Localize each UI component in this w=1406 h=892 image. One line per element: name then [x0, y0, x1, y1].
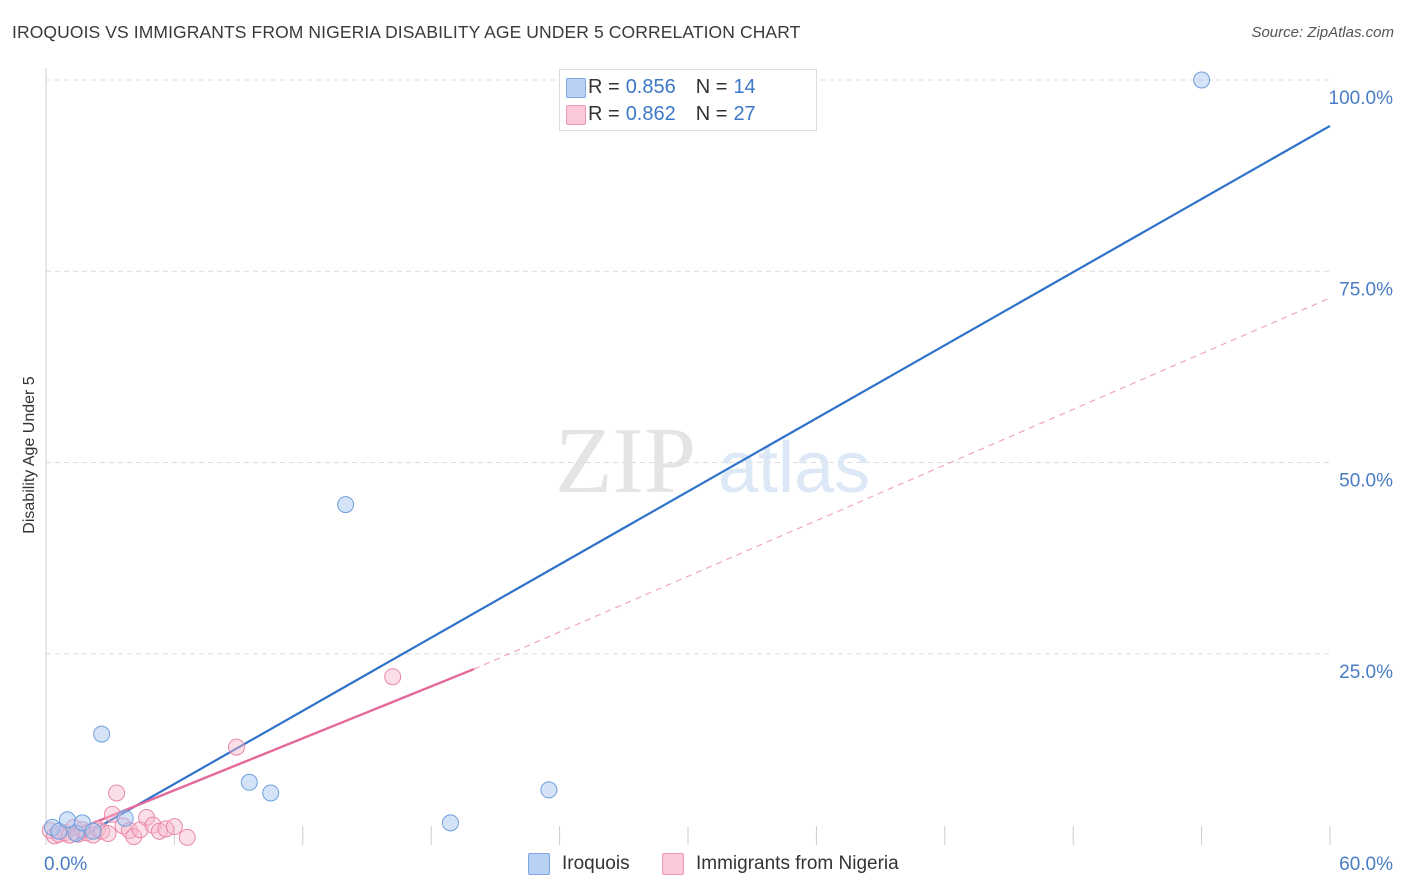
point-nigeria — [227, 738, 245, 756]
legend-item-iroquois: Iroquois — [528, 852, 630, 876]
trendline-nigeria — [66, 667, 475, 835]
point-nigeria — [178, 828, 196, 846]
point-iroquois — [540, 781, 558, 799]
point-iroquois — [50, 822, 68, 840]
y-tick-label: 100.0% — [1329, 88, 1394, 109]
point-iroquois — [441, 814, 459, 832]
tick-labels: 25.0% 50.0% 75.0% 100.0% 0.0% 60.0% — [44, 88, 1393, 875]
grid-lines — [46, 79, 1330, 655]
trendline-nigeria-extension — [473, 297, 1331, 670]
legend-row-nigeria: R = 0.862 N = 27 — [566, 102, 756, 125]
legend-swatch-iroquois — [528, 853, 550, 875]
point-nigeria — [144, 816, 162, 834]
legend-r-value: 0.862 — [625, 102, 676, 125]
legend-item-nigeria: Immigrants from Nigeria — [662, 852, 899, 876]
legend-r-label: R = — [588, 75, 620, 98]
legend-swatch-iroquois — [566, 78, 586, 98]
point-iroquois — [240, 773, 258, 791]
chart-title: IROQUOIS VS IMMIGRANTS FROM NIGERIA DISA… — [12, 22, 801, 42]
x-tick-label: 60.0% — [1339, 854, 1393, 875]
legend-label-iroquois: Iroquois — [562, 853, 630, 874]
source-label: Source: ZipAtlas.com — [1251, 24, 1394, 41]
legend-label-nigeria: Immigrants from Nigeria — [696, 853, 899, 874]
point-nigeria — [108, 784, 126, 802]
legend-n-value: 27 — [733, 102, 756, 125]
watermark-zip: ZIP — [555, 409, 696, 513]
legend-n-label: N = — [695, 102, 728, 125]
y-tick-label: 50.0% — [1339, 471, 1393, 492]
legend-r-label: R = — [588, 102, 620, 125]
y-tick-label: 75.0% — [1339, 279, 1393, 300]
point-nigeria — [125, 828, 143, 846]
legend-n-value: 14 — [733, 75, 756, 98]
point-iroquois — [1193, 71, 1211, 89]
x-tick-label: 0.0% — [44, 854, 87, 875]
trend-lines — [66, 124, 1331, 843]
point-iroquois — [262, 784, 280, 802]
point-nigeria — [384, 668, 402, 686]
y-tick-label: 25.0% — [1339, 662, 1393, 683]
point-nigeria — [99, 825, 117, 843]
trendline-iroquois — [73, 124, 1331, 843]
watermark: ZIP atlas — [555, 409, 870, 513]
watermark-atlas: atlas — [718, 428, 870, 508]
y-axis-label: Disability Age Under 5 — [21, 376, 38, 534]
legend-row-iroquois: R = 0.856 N = 14 — [566, 75, 756, 98]
data-points — [41, 71, 1211, 846]
legend-swatch-nigeria — [566, 105, 586, 125]
point-iroquois — [93, 725, 111, 743]
point-nigeria — [165, 818, 183, 836]
point-iroquois — [58, 811, 76, 829]
point-iroquois — [337, 496, 355, 514]
legend-n-label: N = — [695, 75, 728, 98]
axes — [45, 68, 1331, 845]
point-iroquois — [116, 809, 134, 827]
correlation-legend: R = 0.856 N = 14 R = 0.862 N = 27 — [559, 69, 817, 131]
point-iroquois — [84, 822, 102, 840]
legend-swatch-nigeria — [662, 853, 684, 875]
legend-r-value: 0.856 — [625, 75, 676, 98]
